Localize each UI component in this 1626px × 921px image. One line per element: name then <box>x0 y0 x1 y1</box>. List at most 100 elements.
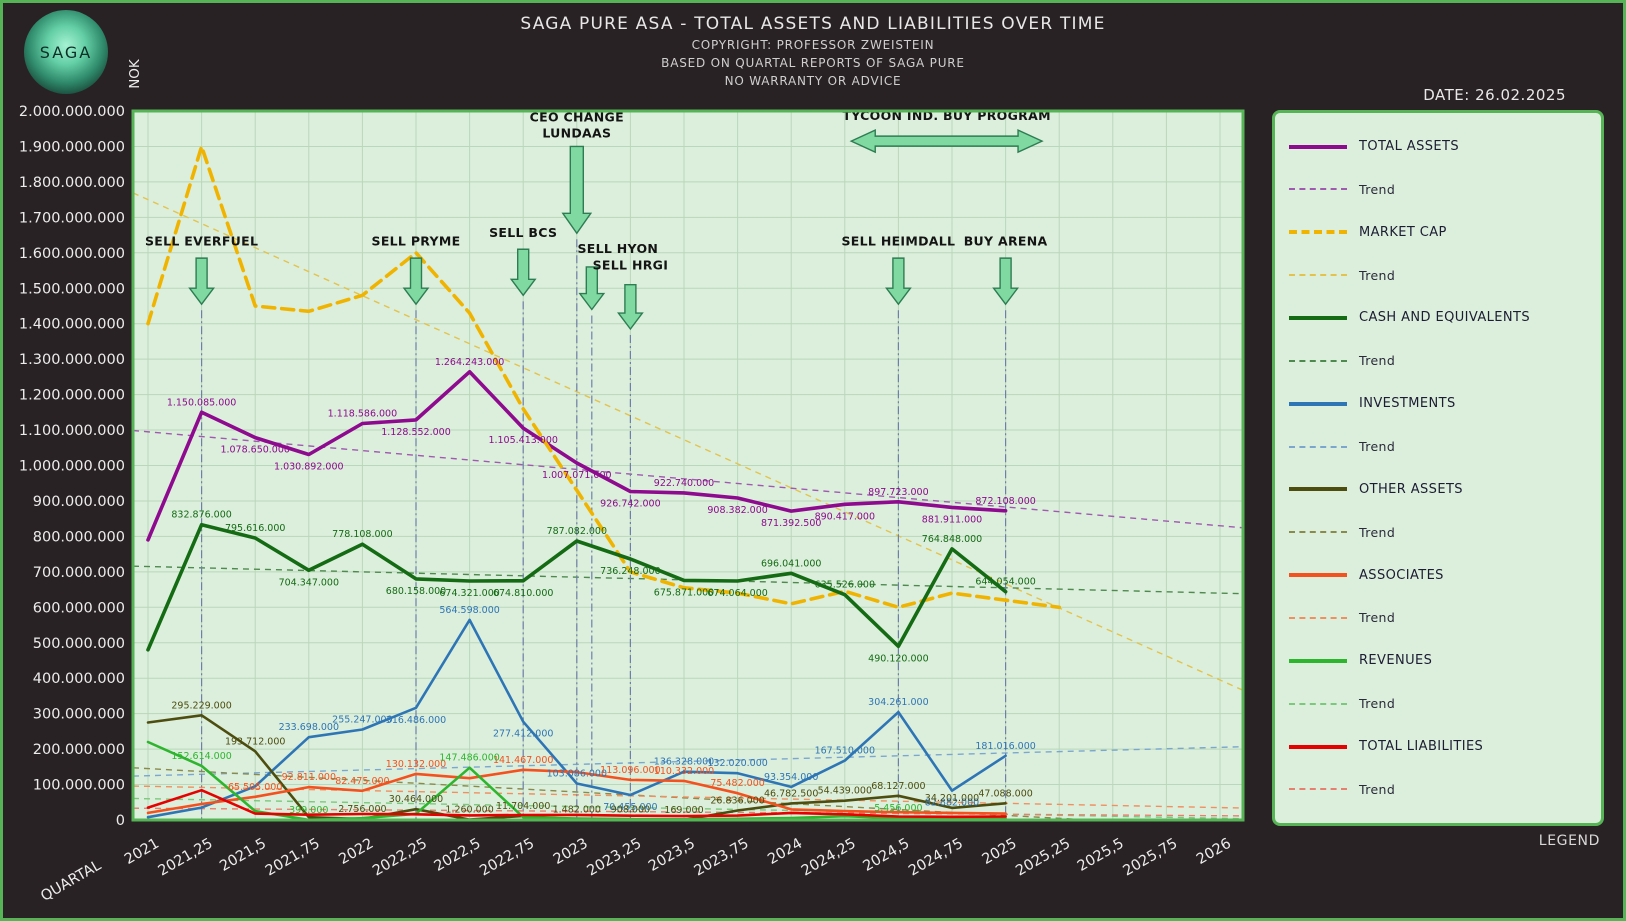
legend-line-sample <box>1289 531 1347 534</box>
data-label: 26.836.000 <box>710 795 764 806</box>
arrow-down-icon-sell-hrgi <box>617 284 644 331</box>
legend-label: Trend <box>1359 439 1396 455</box>
data-label: 680.158.000 <box>386 586 446 597</box>
data-label: 1.150.085.000 <box>167 397 237 408</box>
data-label: 897.723.000 <box>868 487 928 498</box>
series-labels-cash-and-equivalents: 832.876.000 795.616.000 704.347.000 778.108… <box>171 510 1035 665</box>
arrow-down-icon-buy-arena <box>992 257 1019 306</box>
legend-line-sample <box>1289 445 1347 448</box>
legend-label: Trend <box>1359 696 1396 712</box>
y-tick-label: 900.000.000 <box>33 494 125 510</box>
legend-line-sample <box>1289 144 1347 149</box>
legend-item-cash-and-equivalents: CASH AND EQUIVALENTS <box>1289 310 1593 325</box>
x-tick-label: 2026 <box>1194 836 1234 868</box>
x-tick-label: 2023,5 <box>646 836 698 875</box>
legend-label: ASSOCIATES <box>1359 567 1444 583</box>
data-label: 82.475.000 <box>335 776 389 787</box>
data-label: 92.811.000 <box>282 772 336 783</box>
data-label: 5.456.000 <box>874 803 922 814</box>
data-label: 674.321.000 <box>439 588 499 599</box>
data-label: 169.000 <box>664 805 703 816</box>
legend-line-sample <box>1289 315 1347 320</box>
series-labels-total-assets: 1.150.085.000 1.078.650.000 1.030.892.000 1… <box>167 357 1036 529</box>
legend-item-total-assets: TOTAL ASSETS <box>1289 139 1593 154</box>
data-label: 399.000 <box>289 805 328 816</box>
legend-label: Trend <box>1359 267 1396 283</box>
data-label: 736.248.000 <box>600 566 660 577</box>
series-line-total-liabilities <box>146 788 1007 819</box>
legend-line-sample <box>1289 573 1347 578</box>
data-label: 922.740.000 <box>654 478 714 489</box>
data-label: 82.882.000 <box>925 798 979 809</box>
x-tick-label: 2022,5 <box>432 836 484 875</box>
y-tick-label: 500.000.000 <box>33 636 125 652</box>
x-tick-label: 2021,25 <box>156 836 216 880</box>
data-label: 1.264.243.000 <box>435 357 505 368</box>
data-label: 233.698.000 <box>279 722 339 733</box>
arrow-down-icon-sell-hyon <box>578 266 606 311</box>
series-labels-other-assets: 295.229.000 193.712.000 2.756.00030.464.00… <box>171 700 1032 816</box>
data-label: 490.120.000 <box>868 653 928 664</box>
series-line-investments <box>146 618 1007 819</box>
y-tick-label: 0 <box>116 813 125 829</box>
arrow-down-icon-sell-bcs <box>509 248 537 297</box>
x-tick-label: 2021,5 <box>217 836 269 875</box>
y-tick-label: 1.700.000.000 <box>19 210 125 226</box>
x-tick-label: 2023 <box>551 836 591 868</box>
x-tick-label: 2024,25 <box>799 836 859 880</box>
data-label: 795.616.000 <box>225 523 285 534</box>
data-label: 130.132.000 <box>386 759 446 770</box>
data-label: 1.128.552.000 <box>381 427 451 438</box>
legend-line-sample <box>1289 401 1347 406</box>
series-labels-revenues: 152.614.000 399.000 147.486.000 5.456.000 <box>171 751 922 816</box>
legend-line-sample <box>1289 788 1347 791</box>
x-tick-label: 2023,75 <box>692 836 752 880</box>
data-label: 141.467.000 <box>493 755 553 766</box>
legend-item-trend-7: Trend <box>1289 439 1593 454</box>
trend-investments <box>133 746 1243 777</box>
series-line-associates <box>146 768 1007 815</box>
y-tick-label: 1.100.000.000 <box>19 423 125 439</box>
data-label: 93.354.000 <box>764 772 818 783</box>
y-tick-label: 1.900.000.000 <box>19 139 125 155</box>
legend-item-investments: INVESTMENTS <box>1289 396 1593 411</box>
legend-line-sample <box>1289 702 1347 705</box>
x-axis-title: QUARTAL <box>38 858 104 905</box>
data-labels: 1.150.085.000 1.078.650.000 1.030.892.000 1… <box>167 357 1036 816</box>
data-label: 764.848.000 <box>922 534 982 545</box>
data-label: 65.505.000 <box>228 782 282 793</box>
legend-item-trend-3: Trend <box>1289 268 1593 283</box>
x-tick-label: 2021 <box>122 836 162 868</box>
y-tick-label: 700.000.000 <box>33 565 125 581</box>
y-tick-label: 1.200.000.000 <box>19 388 125 404</box>
legend-label: Trend <box>1359 781 1396 797</box>
y-tick-label: 1.800.000.000 <box>19 175 125 191</box>
data-label: 890.417.000 <box>815 511 875 522</box>
data-label: 1.030.892.000 <box>274 462 344 473</box>
legend-label: OTHER ASSETS <box>1359 481 1463 497</box>
series-line-cash-and-equivalents <box>146 522 1008 652</box>
x-tick-label: 2022,75 <box>477 836 537 880</box>
x-tick-label: 2025,25 <box>1013 836 1073 880</box>
data-label: 11.704.000 <box>496 801 550 812</box>
arrow-down-icon-sell-heimdall <box>885 257 912 306</box>
legend-line-sample <box>1289 274 1347 277</box>
data-label: 30.464.000 <box>389 794 443 805</box>
data-label: 132.020.000 <box>707 758 767 769</box>
data-label: 674.810.000 <box>493 588 553 599</box>
legend-item-revenues: REVENUES <box>1289 653 1593 668</box>
data-label: 675.871.000 <box>654 587 714 598</box>
saga-logo-text: SAGA <box>39 42 93 62</box>
legend-panel: TOTAL ASSETS Trend MARKET CAP Trend CASH AND… <box>1272 110 1604 826</box>
date-label: DATE: 26.02.2025 <box>1423 86 1566 104</box>
data-label: 1.007.071.000 <box>542 470 612 481</box>
y-tick-label: 2.000.000.000 <box>19 104 125 120</box>
y-tick-label: 1.300.000.000 <box>19 352 125 368</box>
y-tick-label: 600.000.000 <box>33 600 125 616</box>
data-label: 68.127.000 <box>871 781 925 792</box>
legend-label: TOTAL ASSETS <box>1359 139 1459 154</box>
legend-item-trend-11: Trend <box>1289 610 1593 625</box>
y-tick-label: 400.000.000 <box>33 671 125 687</box>
